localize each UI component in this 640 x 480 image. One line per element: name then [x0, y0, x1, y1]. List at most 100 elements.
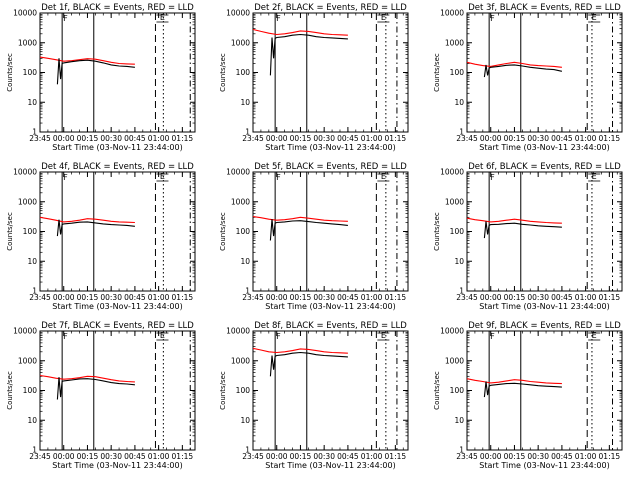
det7-series-black	[56, 377, 135, 400]
det5-series-red	[252, 215, 348, 222]
det2-x-tick-label: 01:15	[385, 134, 407, 143]
det5-series-black	[269, 219, 348, 241]
det5-y-axis-label: Counts/sec	[219, 212, 227, 251]
det2-series-red	[252, 28, 348, 36]
det6-y-tick-label: 10	[454, 257, 464, 266]
det1-series-red	[39, 56, 135, 65]
det4-series-black	[56, 219, 135, 237]
det9-x-tick-label: 00:15	[504, 452, 526, 461]
det6-x-tick-label: 00:45	[551, 293, 573, 302]
det1-panel: Det 1f, BLACK = Events, RED = LLD 1 10 100 1…	[6, 3, 196, 152]
det8-series-black	[269, 351, 348, 377]
det9-f-label: F	[490, 332, 495, 341]
det2-x-tick-label: 00:30	[313, 134, 335, 143]
det9-series-red	[466, 378, 562, 385]
det9-x-tick-label: 00:00	[480, 452, 502, 461]
det3-y-tick-label: 10000	[440, 9, 464, 18]
det4-x-axis-label: Start Time (03-Nov-11 23:44:00)	[52, 302, 182, 311]
det1-title: Det 1f, BLACK = Events, RED = LLD	[41, 3, 194, 13]
det8-y-tick-label: 100	[236, 386, 251, 395]
det3-y-tick-label: 10	[454, 98, 464, 107]
det4-series-red	[39, 216, 135, 224]
det6-x-tick-label: 23:45	[456, 293, 478, 302]
det7-y-tick-label: 100	[23, 386, 38, 395]
det2-panel: Det 2f, BLACK = Events, RED = LLD 1 10 100 1…	[219, 3, 409, 152]
det3-series-red	[466, 61, 562, 68]
det8-y-axis-label: Counts/sec	[219, 371, 227, 410]
det8-e-label: E	[381, 331, 386, 340]
det3-plot-frame	[466, 12, 623, 133]
det6-x-tick-label: 00:00	[480, 293, 502, 302]
det2-y-tick-label: 10	[240, 98, 250, 107]
det7-y-tick-label: 1	[32, 446, 37, 455]
det5-x-axis-label: Start Time (03-Nov-11 23:44:00)	[265, 302, 395, 311]
det9-y-tick-label: 1000	[445, 356, 464, 365]
det7-x-tick-label: 00:45	[124, 452, 146, 461]
det8-y-tick-label: 10	[240, 416, 250, 425]
det3-e-label: E	[592, 13, 597, 22]
det4-y-axis-label: Counts/sec	[6, 212, 14, 251]
det5-panel: Det 5f, BLACK = Events, RED = LLD 1 10 100 1…	[219, 162, 409, 311]
det8-title: Det 8f, BLACK = Events, RED = LLD	[254, 321, 407, 331]
det7-x-tick-label: 23:45	[29, 452, 51, 461]
det5-x-tick-label: 00:45	[337, 293, 359, 302]
det2-x-axis-label: Start Time (03-Nov-11 23:44:00)	[265, 143, 395, 152]
det8-y-tick-label: 10000	[226, 327, 250, 336]
det1-plot-frame	[39, 12, 196, 133]
det9-panel: Det 9f, BLACK = Events, RED = LLD 1 10 100 1…	[433, 321, 623, 470]
det2-e-label: E	[381, 13, 386, 22]
det6-panel: Det 6f, BLACK = Events, RED = LLD 1 10 100 1…	[433, 162, 623, 311]
det3-y-axis-label: Counts/sec	[433, 53, 441, 92]
det4-panel: Det 4f, BLACK = Events, RED = LLD 1 10 100 1…	[6, 162, 196, 311]
det7-e-label: E	[160, 331, 165, 340]
det9-y-axis-label: Counts/sec	[433, 371, 441, 410]
det9-x-tick-label: 01:15	[599, 452, 621, 461]
det3-x-tick-label: 00:30	[527, 134, 549, 143]
det8-x-tick-label: 01:15	[385, 452, 407, 461]
det9-y-tick-label: 10000	[440, 327, 464, 336]
det1-x-tick-label: 23:45	[29, 134, 51, 143]
det5-x-tick-label: 00:30	[313, 293, 335, 302]
det7-f-label: F	[63, 332, 68, 341]
det5-title: Det 5f, BLACK = Events, RED = LLD	[254, 162, 407, 172]
det7-panel: Det 7f, BLACK = Events, RED = LLD 1 10 100 1…	[6, 321, 196, 470]
det5-e-label: E	[381, 172, 386, 181]
det4-y-tick-label: 100	[23, 227, 38, 236]
det4-x-tick-label: 01:00	[148, 293, 170, 302]
det3-x-tick-label: 01:00	[575, 134, 597, 143]
det6-x-tick-label: 01:15	[599, 293, 621, 302]
det9-title: Det 9f, BLACK = Events, RED = LLD	[468, 321, 621, 331]
det1-e-label: E	[160, 13, 165, 22]
det2-x-tick-label: 00:00	[266, 134, 288, 143]
det6-x-axis-label: Start Time (03-Nov-11 23:44:00)	[479, 302, 609, 311]
det1-x-tick-label: 00:30	[100, 134, 122, 143]
det6-y-tick-label: 1	[459, 287, 464, 296]
det5-x-tick-label: 01:00	[361, 293, 383, 302]
det8-y-tick-label: 1	[245, 446, 250, 455]
det8-x-tick-label: 00:45	[337, 452, 359, 461]
det2-x-tick-label: 00:45	[337, 134, 359, 143]
det6-y-tick-label: 100	[450, 227, 465, 236]
det8-x-tick-label: 00:15	[290, 452, 312, 461]
det5-x-tick-label: 23:45	[242, 293, 264, 302]
det7-y-tick-label: 1000	[18, 356, 37, 365]
det6-y-tick-label: 1000	[445, 197, 464, 206]
det2-x-tick-label: 01:00	[361, 134, 383, 143]
det4-title: Det 4f, BLACK = Events, RED = LLD	[41, 162, 194, 172]
det8-x-tick-label: 00:30	[313, 452, 335, 461]
det9-plot-frame	[466, 330, 623, 451]
det2-y-tick-label: 10000	[226, 9, 250, 18]
det2-f-label: F	[276, 14, 281, 23]
det8-series-red	[252, 347, 348, 354]
det5-y-tick-label: 10000	[226, 168, 250, 177]
det7-x-tick-label: 01:00	[148, 452, 170, 461]
det6-x-tick-label: 00:15	[504, 293, 526, 302]
det1-y-tick-label: 100	[23, 68, 38, 77]
det7-x-tick-label: 00:00	[53, 452, 75, 461]
det7-y-tick-label: 10	[27, 416, 37, 425]
det8-y-tick-label: 1000	[231, 356, 250, 365]
det8-x-tick-label: 23:45	[242, 452, 264, 461]
det3-panel: Det 3f, BLACK = Events, RED = LLD 1 10 100 1…	[433, 3, 623, 152]
det9-y-tick-label: 10	[454, 416, 464, 425]
det4-y-tick-label: 10	[27, 257, 37, 266]
